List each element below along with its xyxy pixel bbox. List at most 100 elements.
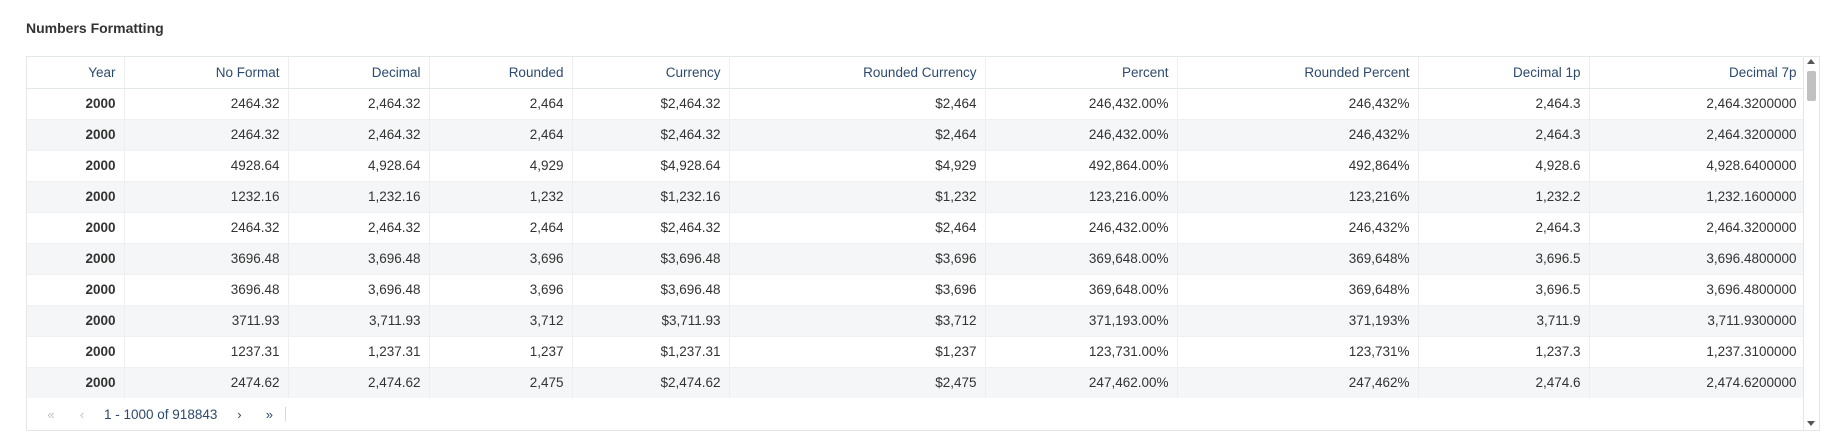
table-cell-currency: $3,696.48 [572,274,730,306]
table-cell-year: 2000 [27,305,125,337]
table-cell-rounded-currency: $2,475 [729,367,986,399]
first-page-button[interactable]: « [47,406,55,422]
table-cell-percent: 371,193.00% [985,305,1178,337]
column-header-decimal[interactable]: Decimal [288,57,430,89]
table-cell-decimal-1p: 2,474.6 [1418,367,1590,399]
table-body: 2000 2464.32 2,464.32 2,464 $2,464.32 $2,464 2… [27,88,1806,399]
next-page-button[interactable]: › [237,406,242,422]
table-cell-decimal-1p: 2,464.3 [1418,119,1590,151]
table-cell-rounded: 3,696 [429,274,573,306]
table-cell-no-format: 2464.32 [124,88,289,120]
table-cell-decimal-1p: 2,464.3 [1418,212,1590,244]
table-row: 2000 2464.32 2,464.32 2,464 $2,464.32 $2,464 2… [27,119,1806,151]
table-cell-decimal: 2,464.32 [288,88,430,120]
table-row: 2000 2464.32 2,464.32 2,464 $2,464.32 $2,464 2… [27,212,1806,244]
table-cell-percent: 123,731.00% [985,336,1178,368]
table-cell-year: 2000 [27,181,125,213]
previous-page-button[interactable]: ‹ [79,406,85,422]
table-cell-decimal-7p: 3,696.4800000 [1589,243,1806,275]
table-cell-rounded-percent: 369,648% [1177,243,1419,275]
column-header-no-format[interactable]: No Format [124,57,289,89]
table-cell-year: 2000 [27,88,125,120]
pagination-divider [285,407,287,421]
table-cell-currency: $2,464.32 [572,119,730,151]
table-cell-currency: $2,464.32 [572,212,730,244]
column-header-year[interactable]: Year [27,57,125,89]
column-header-currency[interactable]: Currency [572,57,730,89]
table-row: 2000 1237.31 1,237.31 1,237 $1,237.31 $1,237 1… [27,336,1806,368]
table-cell-percent: 246,432.00% [985,88,1178,120]
table-row: 2000 2474.62 2,474.62 2,475 $2,474.62 $2,475 2… [27,367,1806,399]
table-cell-decimal-1p: 4,928.6 [1418,150,1590,182]
table-cell-no-format: 3696.48 [124,274,289,306]
table-cell-decimal-7p: 2,474.6200000 [1589,367,1806,399]
column-header-decimal-1p[interactable]: Decimal 1p [1418,57,1590,89]
table-cell-decimal: 1,237.31 [288,336,430,368]
table-cell-percent: 246,432.00% [985,212,1178,244]
table-cell-no-format: 4928.64 [124,150,289,182]
table-cell-decimal-7p: 2,464.3200000 [1589,212,1806,244]
column-header-decimal-7p[interactable]: Decimal 7p [1589,57,1806,89]
table-cell-rounded: 2,464 [429,212,573,244]
table-cell-currency: $1,232.16 [572,181,730,213]
table-cell-rounded-percent: 123,216% [1177,181,1419,213]
table-cell-decimal-7p: 1,232.1600000 [1589,181,1806,213]
table-row: 2000 3696.48 3,696.48 3,696 $3,696.48 $3,696 3… [27,243,1806,275]
table-cell-rounded-percent: 246,432% [1177,88,1419,120]
table-cell-rounded-currency: $1,237 [729,336,986,368]
column-header-rounded-currency[interactable]: Rounded Currency [729,57,986,89]
column-header-rounded-percent[interactable]: Rounded Percent [1177,57,1419,89]
table-row: 2000 2464.32 2,464.32 2,464 $2,464.32 $2,464 2… [27,88,1806,120]
panel-title: Numbers Formatting [26,20,164,36]
table-cell-decimal-1p: 1,237.3 [1418,336,1590,368]
scroll-up-arrow-icon[interactable] [1807,59,1815,64]
table-cell-decimal: 2,474.62 [288,367,430,399]
table-cell-decimal-7p: 3,696.4800000 [1589,274,1806,306]
table-cell-rounded-percent: 371,193% [1177,305,1419,337]
table-cell-rounded-currency: $2,464 [729,212,986,244]
table-cell-percent: 247,462.00% [985,367,1178,399]
table-cell-percent: 369,648.00% [985,243,1178,275]
table-cell-rounded: 3,696 [429,243,573,275]
table-row: 2000 1232.16 1,232.16 1,232 $1,232.16 $1,232 1… [27,181,1806,213]
table-cell-currency: $2,464.32 [572,88,730,120]
table-cell-year: 2000 [27,274,125,306]
table-cell-no-format: 3696.48 [124,243,289,275]
table-cell-decimal: 3,696.48 [288,243,430,275]
table-cell-currency: $4,928.64 [572,150,730,182]
last-page-button[interactable]: » [265,406,273,422]
table-cell-percent: 123,216.00% [985,181,1178,213]
table-cell-year: 2000 [27,119,125,151]
table-cell-rounded-currency: $3,696 [729,243,986,275]
table-cell-year: 2000 [27,367,125,399]
table-cell-decimal: 2,464.32 [288,212,430,244]
table-cell-decimal-1p: 3,696.5 [1418,243,1590,275]
table-cell-currency: $1,237.31 [572,336,730,368]
scroll-down-arrow-icon[interactable] [1807,421,1815,426]
numbers-table: Year No Format Decimal Rounded Currency Round… [27,57,1806,399]
table-cell-decimal-1p: 3,696.5 [1418,274,1590,306]
table-cell-year: 2000 [27,150,125,182]
table-cell-rounded-currency: $1,232 [729,181,986,213]
vertical-scrollbar[interactable] [1803,57,1819,430]
table-header-row: Year No Format Decimal Rounded Currency Round… [27,57,1806,89]
table-cell-rounded: 1,232 [429,181,573,213]
table-cell-rounded-currency: $2,464 [729,119,986,151]
table-cell-decimal-7p: 2,464.3200000 [1589,88,1806,120]
table-cell-rounded: 2,475 [429,367,573,399]
table-cell-rounded: 1,237 [429,336,573,368]
table-cell-decimal-1p: 1,232.2 [1418,181,1590,213]
scrollbar-thumb[interactable] [1807,71,1816,101]
table-cell-no-format: 2464.32 [124,119,289,151]
table-cell-decimal-7p: 1,237.3100000 [1589,336,1806,368]
table-cell-rounded-currency: $2,464 [729,88,986,120]
table-cell-decimal: 3,696.48 [288,274,430,306]
table-cell-rounded-currency: $4,929 [729,150,986,182]
table-cell-decimal: 2,464.32 [288,119,430,151]
table-cell-currency: $3,711.93 [572,305,730,337]
column-header-percent[interactable]: Percent [985,57,1178,89]
column-header-rounded[interactable]: Rounded [429,57,573,89]
table-cell-rounded: 4,929 [429,150,573,182]
pagination-bar: « ‹ 1 - 1000 of 918843 › » [27,398,1805,430]
table-cell-rounded-percent: 492,864% [1177,150,1419,182]
